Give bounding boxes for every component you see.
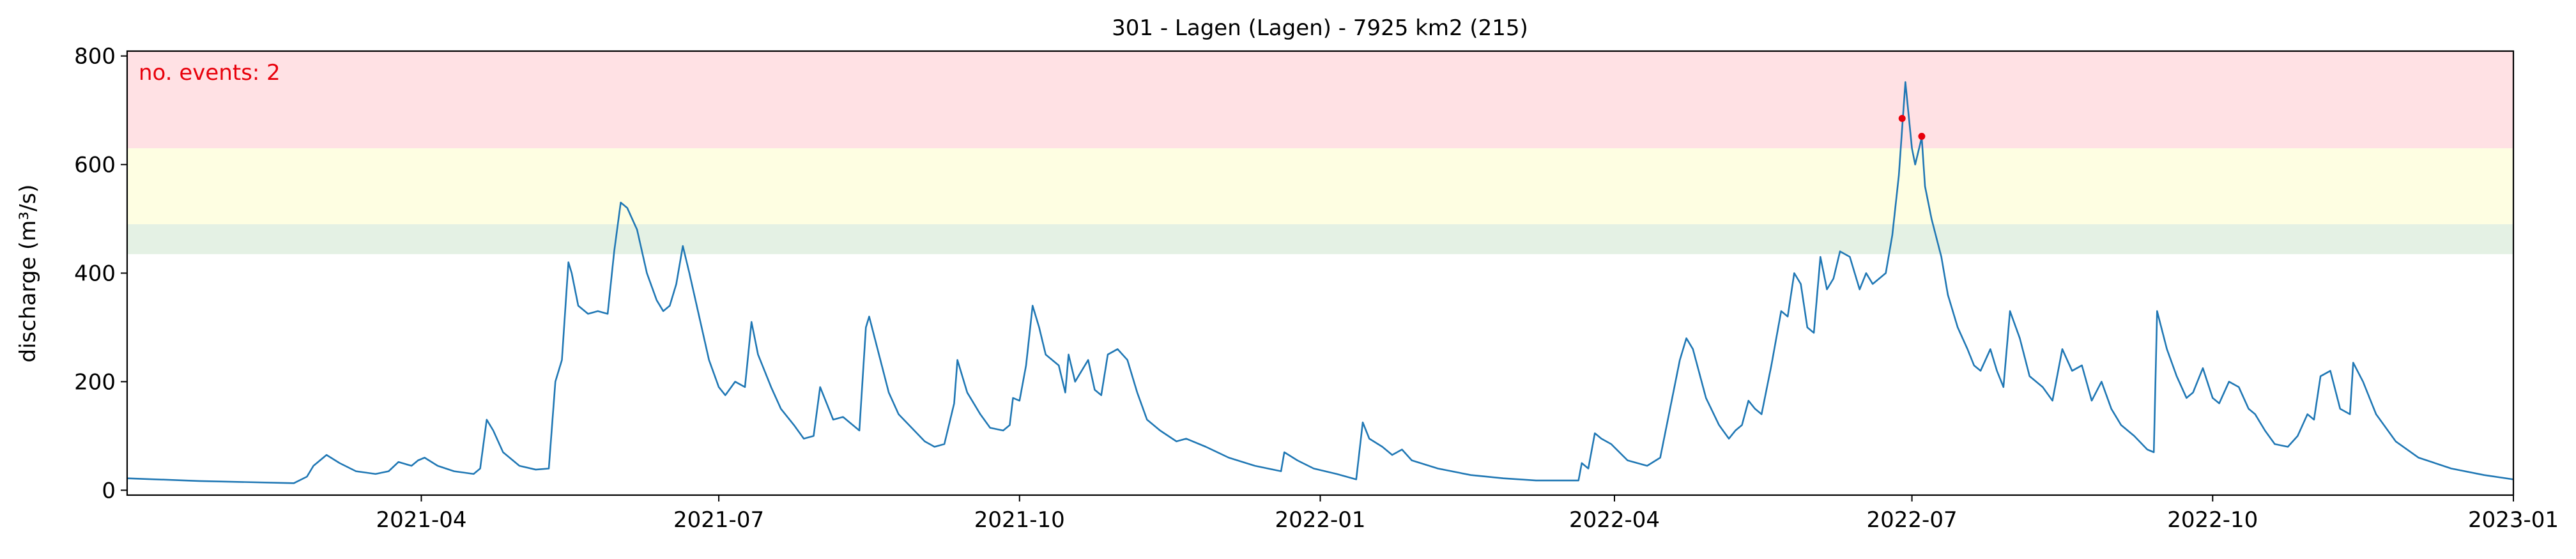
chart-title: 301 - Lagen (Lagen) - 7925 km2 (215) <box>1112 15 1528 41</box>
threshold-band <box>127 148 2513 225</box>
x-tick-label: 2021-04 <box>376 507 466 533</box>
y-axis-label: discharge (m³/s) <box>15 185 41 363</box>
x-tick-label: 2023-01 <box>2468 507 2559 533</box>
event-point <box>1898 114 1906 122</box>
y-tick-label: 200 <box>74 369 116 395</box>
annotation: no. events: 2 <box>139 60 280 86</box>
x-tick-label: 2021-07 <box>673 507 764 533</box>
y-tick-label: 400 <box>74 261 116 287</box>
threshold-band <box>127 224 2513 254</box>
y-tick-label: 600 <box>74 153 116 178</box>
x-tick-label: 2022-01 <box>1275 507 1365 533</box>
y-tick-label: 800 <box>74 44 116 70</box>
discharge-line <box>126 81 2514 484</box>
x-tick-label: 2022-10 <box>2167 507 2258 533</box>
y-tick-label: 0 <box>102 478 116 503</box>
x-tick-label: 2022-07 <box>1867 507 1958 533</box>
threshold-band <box>127 51 2513 149</box>
event-point <box>1918 132 1926 140</box>
x-tick-label: 2021-10 <box>974 507 1065 533</box>
x-tick-label: 2022-04 <box>1569 507 1660 533</box>
